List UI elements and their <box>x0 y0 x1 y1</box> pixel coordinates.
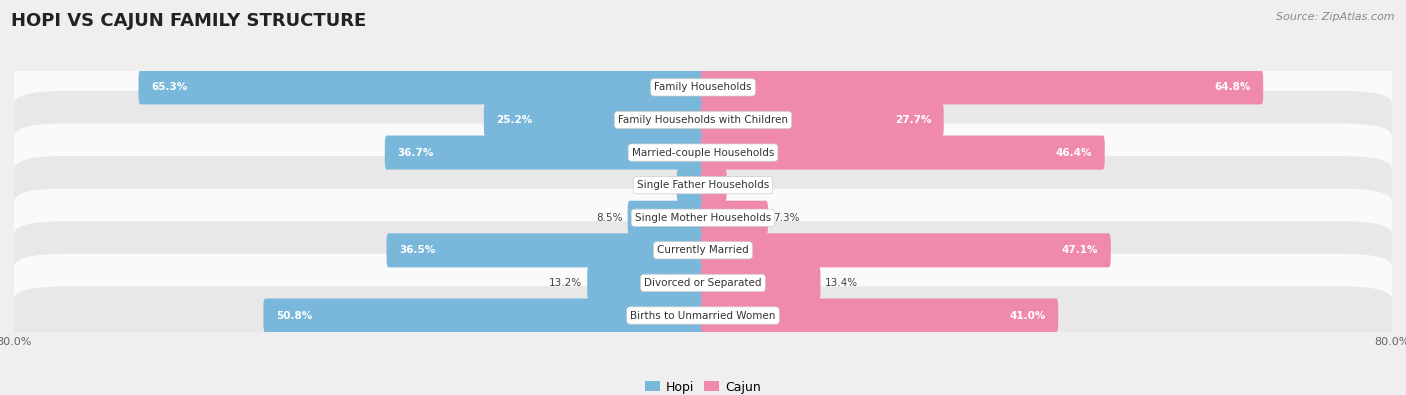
Text: Family Households: Family Households <box>654 83 752 92</box>
Text: 2.5%: 2.5% <box>731 180 758 190</box>
FancyBboxPatch shape <box>14 221 1392 280</box>
FancyBboxPatch shape <box>14 188 1392 247</box>
Text: Source: ZipAtlas.com: Source: ZipAtlas.com <box>1277 12 1395 22</box>
Text: 36.7%: 36.7% <box>398 148 433 158</box>
FancyBboxPatch shape <box>139 70 706 104</box>
Text: Currently Married: Currently Married <box>657 245 749 255</box>
Text: 41.0%: 41.0% <box>1010 310 1046 320</box>
Text: Family Households with Children: Family Households with Children <box>619 115 787 125</box>
FancyBboxPatch shape <box>676 168 706 202</box>
Text: 64.8%: 64.8% <box>1215 83 1251 92</box>
FancyBboxPatch shape <box>588 266 706 300</box>
Text: 25.2%: 25.2% <box>496 115 533 125</box>
FancyBboxPatch shape <box>385 135 706 169</box>
FancyBboxPatch shape <box>627 201 706 235</box>
FancyBboxPatch shape <box>14 123 1392 182</box>
Text: Single Father Households: Single Father Households <box>637 180 769 190</box>
FancyBboxPatch shape <box>14 254 1392 312</box>
FancyBboxPatch shape <box>700 70 1263 104</box>
Text: 7.3%: 7.3% <box>773 213 799 223</box>
Text: 36.5%: 36.5% <box>399 245 436 255</box>
FancyBboxPatch shape <box>14 286 1392 345</box>
Text: 13.2%: 13.2% <box>550 278 582 288</box>
FancyBboxPatch shape <box>263 299 706 333</box>
Text: Single Mother Households: Single Mother Households <box>636 213 770 223</box>
Text: Births to Unmarried Women: Births to Unmarried Women <box>630 310 776 320</box>
FancyBboxPatch shape <box>14 156 1392 214</box>
Text: 2.8%: 2.8% <box>645 180 672 190</box>
Text: Married-couple Households: Married-couple Households <box>631 148 775 158</box>
FancyBboxPatch shape <box>700 135 1105 169</box>
FancyBboxPatch shape <box>484 103 706 137</box>
FancyBboxPatch shape <box>387 233 706 267</box>
Text: 13.4%: 13.4% <box>825 278 859 288</box>
FancyBboxPatch shape <box>700 299 1059 333</box>
FancyBboxPatch shape <box>700 233 1111 267</box>
FancyBboxPatch shape <box>700 266 821 300</box>
FancyBboxPatch shape <box>700 201 768 235</box>
Text: Divorced or Separated: Divorced or Separated <box>644 278 762 288</box>
Text: 47.1%: 47.1% <box>1062 245 1098 255</box>
Text: 46.4%: 46.4% <box>1056 148 1092 158</box>
Text: 50.8%: 50.8% <box>276 310 312 320</box>
FancyBboxPatch shape <box>700 168 727 202</box>
Legend: Hopi, Cajun: Hopi, Cajun <box>640 376 766 395</box>
Text: HOPI VS CAJUN FAMILY STRUCTURE: HOPI VS CAJUN FAMILY STRUCTURE <box>11 12 367 30</box>
Text: 8.5%: 8.5% <box>596 213 623 223</box>
Text: 27.7%: 27.7% <box>894 115 931 125</box>
FancyBboxPatch shape <box>14 58 1392 117</box>
FancyBboxPatch shape <box>700 103 943 137</box>
FancyBboxPatch shape <box>14 91 1392 149</box>
Text: 65.3%: 65.3% <box>150 83 187 92</box>
